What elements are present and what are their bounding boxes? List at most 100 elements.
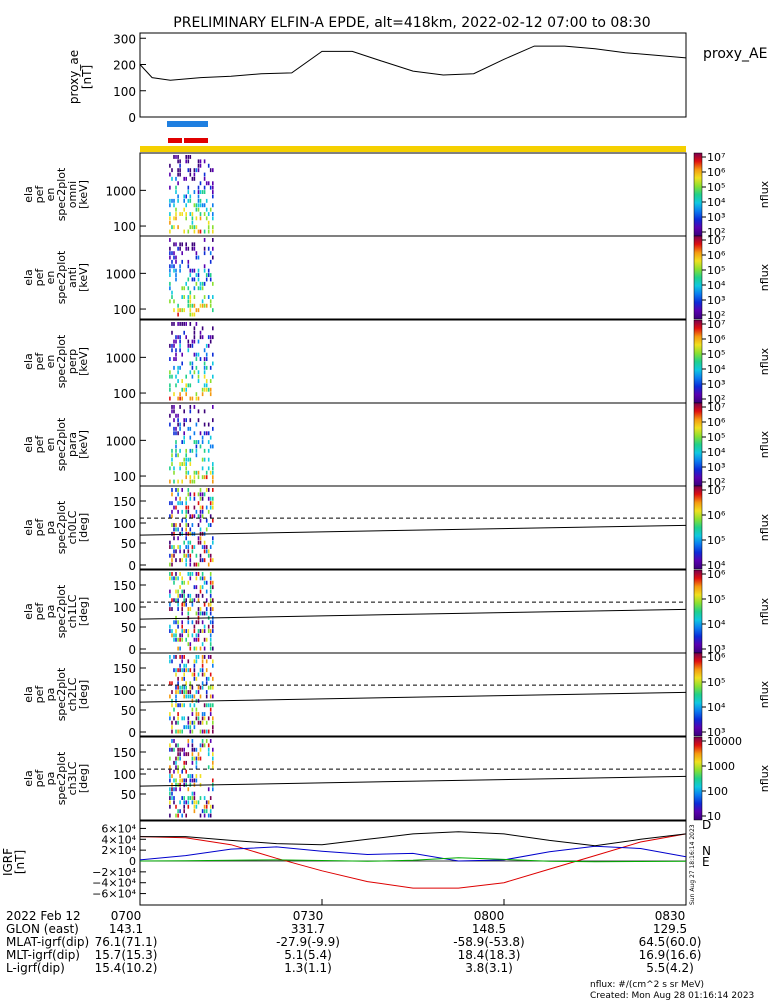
spectrogram-cell xyxy=(187,229,190,234)
spectrogram-cell xyxy=(187,553,190,558)
spectrogram-cell xyxy=(205,694,208,699)
spectrogram-cell xyxy=(207,457,210,462)
spectrogram-cell xyxy=(185,176,187,181)
spectrogram-cell xyxy=(177,712,179,716)
spectrogram-cell xyxy=(203,361,206,366)
proxy-ae-ytick-label: 300 xyxy=(113,32,136,46)
spectrogram-cell xyxy=(201,743,204,748)
spectrogram-cell xyxy=(183,685,185,690)
spectrogram-cell xyxy=(173,203,175,208)
spectrogram-cell xyxy=(193,286,196,291)
spectrogram-cell xyxy=(199,281,202,286)
spectrogram-cell xyxy=(175,426,177,431)
colorbar-tick-label: 10 xyxy=(707,810,721,823)
spectrogram-cell xyxy=(179,545,181,549)
spectrogram-cell xyxy=(187,348,190,353)
spectrogram-cell xyxy=(173,523,175,527)
spectrogram-cell xyxy=(177,607,179,611)
colorbar-tick-label: 10⁷ xyxy=(707,318,725,331)
spectrogram-cell xyxy=(212,765,214,770)
igrf-lines xyxy=(139,831,687,905)
spectrogram-ylabel-line: para xyxy=(66,432,79,457)
spectrogram-cell xyxy=(187,629,190,633)
spectrogram-cell xyxy=(187,668,190,673)
spectrogram-ylabel-line: [keV] xyxy=(77,263,90,292)
spectrogram-cell xyxy=(199,216,202,221)
footer-row-value: 143.1 xyxy=(109,922,143,936)
spectrogram-cell xyxy=(177,743,179,748)
spectrogram-cell xyxy=(171,796,173,800)
spectrogram-cell xyxy=(205,703,208,708)
spectrogram-cell xyxy=(199,536,202,541)
spectrogram-ylabel-line: pef xyxy=(33,185,46,204)
spectrogram-cell xyxy=(193,326,196,331)
spectrogram-cell xyxy=(175,431,177,436)
spectrogram-cell xyxy=(185,681,187,686)
spectrogram-cell xyxy=(169,246,171,251)
spectrogram-cell xyxy=(212,475,214,480)
science-zone-bar-red-2 xyxy=(184,138,208,143)
spectrogram-cell xyxy=(195,765,198,770)
colorbar-label: nflux xyxy=(758,180,771,208)
spectrogram-ylabel-line: [deg] xyxy=(77,597,90,626)
spectrogram-cell xyxy=(205,668,208,673)
spectrogram-cell xyxy=(205,518,208,523)
spectrogram-cell xyxy=(189,540,192,545)
spectrogram-cell xyxy=(181,352,183,357)
spectrogram-cell xyxy=(193,804,196,809)
spectrogram-cell xyxy=(201,387,204,392)
spectrogram-cell xyxy=(187,752,190,757)
spectrogram-cell xyxy=(197,593,200,598)
spectrogram-cell xyxy=(177,624,179,629)
spectrogram-cell xyxy=(212,760,214,765)
spectrogram-cell xyxy=(183,676,185,681)
spectrogram-cell xyxy=(179,496,181,501)
spectrogram-cell xyxy=(177,527,179,532)
spectrogram-cell xyxy=(191,549,194,554)
spectrogram-ylabel-line: ch3LC xyxy=(66,761,79,795)
spectrogram-cell xyxy=(185,242,187,247)
spectrogram-ylabel-line: spec2plot xyxy=(55,751,68,805)
spectrogram-cell xyxy=(195,216,198,221)
colorbar-gradient xyxy=(693,736,703,821)
spectrogram-cell xyxy=(169,387,171,392)
spectrogram-cell xyxy=(212,281,214,286)
spectrogram-cell xyxy=(171,782,173,787)
spectrogram-ylabel-line: ela xyxy=(22,269,35,286)
spectrogram-cell xyxy=(189,396,192,401)
spectrogram-cell xyxy=(185,392,187,397)
spectrogram-cell xyxy=(205,739,208,743)
spectrogram-cell xyxy=(205,343,208,348)
spectrogram-cell xyxy=(205,273,208,277)
spectrogram-cell xyxy=(212,216,214,221)
spectrogram-cell xyxy=(169,655,171,659)
spectrogram-cell xyxy=(205,365,208,370)
spectrogram-cell xyxy=(207,181,210,186)
spectrogram-cell xyxy=(189,475,192,480)
spectrogram-ytick-label: 0 xyxy=(128,559,136,573)
spectrogram-cell xyxy=(171,553,173,558)
spectrogram-cell xyxy=(195,273,198,277)
spectrogram-cell xyxy=(209,299,212,304)
spectrogram-ytick-label: 100 xyxy=(113,684,136,698)
spectrogram-cell xyxy=(183,800,185,805)
spectrogram-cell xyxy=(169,774,171,778)
spectrogram-cell xyxy=(193,703,196,708)
spectrogram-cell xyxy=(209,303,212,308)
spectrogram-cell xyxy=(175,185,177,190)
spectrogram-cell xyxy=(187,343,190,348)
proxy-ae-ylabel: proxy_ae [nT] xyxy=(67,50,94,104)
spectrogram-cells xyxy=(169,572,214,651)
spectrogram-cell xyxy=(212,462,214,466)
spectrogram-cell xyxy=(179,172,181,177)
spectrogram-cell xyxy=(197,255,200,260)
spectrogram-cell xyxy=(207,335,210,340)
spectrogram-cell xyxy=(207,225,210,230)
spectrogram-cell xyxy=(209,207,212,212)
spectrogram-cell xyxy=(207,246,210,251)
spectrogram-ylabel-line: pef xyxy=(33,518,46,537)
spectrogram-cell xyxy=(181,659,183,664)
spectrogram-cell xyxy=(179,348,181,353)
